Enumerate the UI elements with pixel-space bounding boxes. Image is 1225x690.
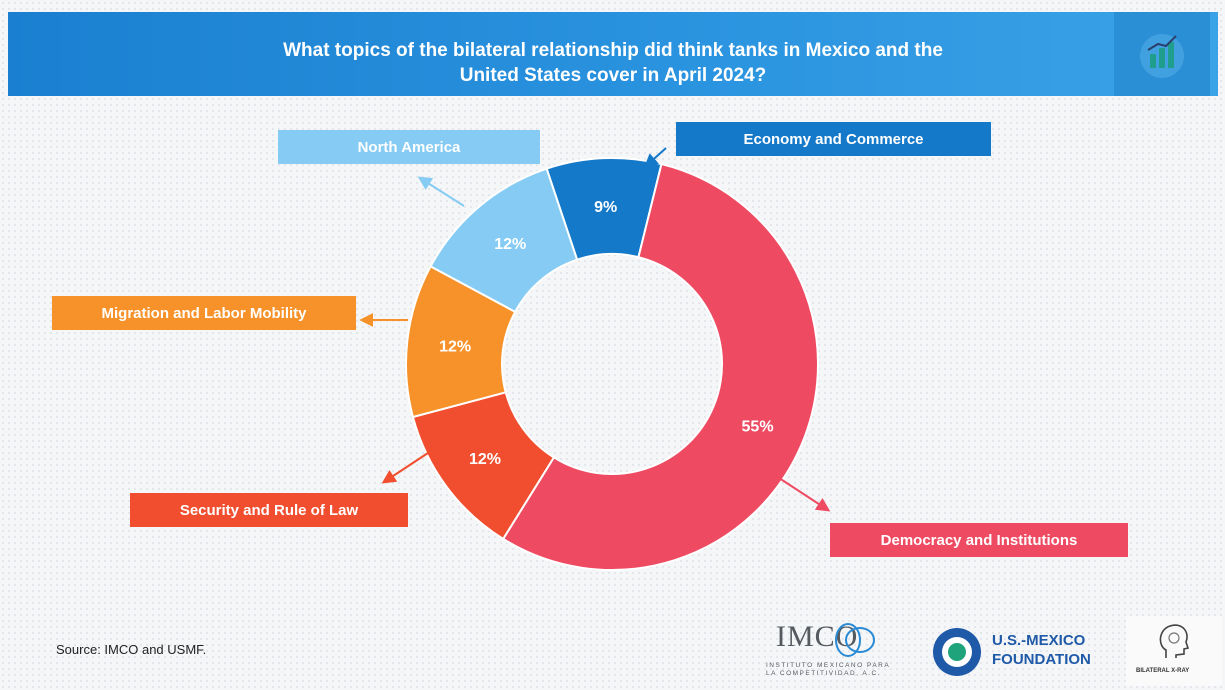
usmf-line2: FOUNDATION [992,651,1091,668]
category-label-migration-and-labor-mobility: Migration and Labor Mobility [52,296,356,330]
leader-arrow [381,448,435,484]
category-label-north-america: North America [278,130,540,164]
slice-value-label: 12% [469,451,501,468]
category-label-democracy-and-institutions: Democracy and Institutions [830,523,1128,557]
slice-north-america [429,167,579,314]
chart-title-line1: What topics of the bilateral relationshi… [283,40,943,61]
category-label-security-and-rule-of-law: Security and Rule of Law [130,493,408,527]
head-profile-icon [1159,624,1190,658]
imco-logo: IMCO INSTITUTO MEXICANO PARA LA COMPETIT… [760,618,900,682]
usmf-wordmark: U.S.-MEXICO FOUNDATION [992,631,1091,669]
bilateral-xray-text: BILATERAL X-RAY [1136,668,1190,674]
slice-value-label: 9% [594,199,617,216]
usmf-line1: U.S.-MEXICO [992,632,1086,649]
imco-subtitle: INSTITUTO MEXICANO PARA LA COMPETITIVIDA… [766,662,890,678]
leader-arrow [417,176,465,207]
slice-democracy-and-institutions [501,162,819,571]
source-note: Source: IMCO and USMF. [56,642,207,657]
usmf-logo: U.S.-MEXICO FOUNDATION [930,625,1120,679]
imco-subtitle-line2: LA COMPETITIVIDAD, A.C. [766,670,882,677]
usmf-emblem-icon [933,628,981,676]
header-banner: What topics of the bilateral relationshi… [8,12,1218,96]
slice-value-label: 55% [742,418,774,435]
chart-title: What topics of the bilateral relationshi… [128,38,1098,88]
bar-chart-logo-icon [1114,12,1210,96]
imco-rings-icon [835,623,875,657]
imco-subtitle-line1: INSTITUTO MEXICANO PARA [766,662,891,669]
leader-arrow [643,147,667,168]
chart-title-line2: United States cover in April 2024? [459,65,767,86]
leader-arrow [775,475,831,512]
category-label-economy-and-commerce: Economy and Commerce [676,122,991,156]
bilateral-xray-logo: BILATERAL X-RAY [1126,616,1222,686]
slice-value-label: 12% [439,339,471,356]
slice-value-label: 12% [494,236,526,253]
